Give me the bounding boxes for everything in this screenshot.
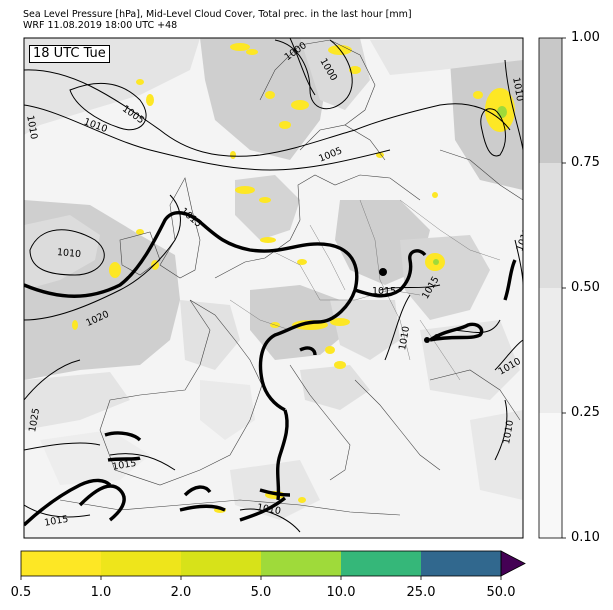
map-frame: [23, 37, 524, 539]
precip-colorbar-tick: 2.0: [170, 585, 192, 600]
isobar-label: 1025: [27, 407, 42, 433]
cloud-colorbar-segment: [539, 413, 562, 538]
precipitation-colorbar: [20, 550, 526, 580]
cloud-colorbar-tick: 0.25: [571, 405, 600, 420]
chart-subtitle: WRF 11.08.2019 18:00 UTC +48: [23, 20, 178, 31]
cloud-colorbar-tick: 0.10: [571, 530, 600, 545]
precip-colorbar-extend-arrow: [500, 550, 526, 577]
isobar-label: 1015: [372, 286, 396, 297]
precip-colorbar-segment: [341, 551, 421, 576]
precip-colorbar-tick: 1.0: [90, 585, 112, 600]
isobar-label: 1010: [397, 325, 412, 351]
cloud-colorbar-segment: [539, 288, 562, 413]
precip-colorbar-tick: 5.0: [250, 585, 272, 600]
isobar-label: 1015: [43, 514, 69, 529]
precip-colorbar-tick: 10.0: [326, 585, 356, 600]
isobar-label: 1015: [514, 226, 533, 252]
isobar-label: 1010: [501, 419, 516, 445]
precip-colorbar-tick: 0.5: [10, 585, 32, 600]
bold-isobar-1015: [24, 211, 517, 527]
isobar-label: 1010: [256, 502, 282, 517]
cloud-cover-layer: [24, 38, 523, 520]
cloud-cover-colorbar: [539, 37, 566, 539]
time-badge: 18 UTC Tue: [29, 45, 110, 63]
coastlines: [59, 39, 523, 516]
precip-colorbar-segment: [261, 551, 341, 576]
precip-colorbar-tick: 25.0: [406, 585, 436, 600]
precip-colorbar-segment: [421, 551, 501, 576]
isobar-label: 1010: [510, 76, 525, 102]
isobar-label: 1010: [24, 114, 39, 140]
precip-colorbar-segment: [21, 551, 101, 576]
isobars: [24, 38, 523, 533]
isobar-label: 1010: [56, 247, 81, 260]
precip-colorbar-segment: [101, 551, 181, 576]
cloud-colorbar-segment: [539, 163, 562, 288]
cloud-colorbar-tick: 0.75: [571, 155, 600, 170]
country-borders: [229, 199, 501, 381]
cloud-colorbar-tick: 1.00: [571, 30, 600, 45]
bold-isobar-dots: [379, 268, 440, 343]
chart-title: Sea Level Pressure [hPa], Mid-Level Clou…: [23, 9, 412, 20]
precip-colorbar-tick: 50.0: [486, 585, 516, 600]
precip-colorbar-segment: [181, 551, 261, 576]
cloud-colorbar-segment: [539, 38, 562, 163]
cloud-colorbar-frame: [538, 37, 563, 539]
cloud-colorbar-tick: 0.50: [571, 280, 600, 295]
isobar-label: 1015: [111, 458, 137, 473]
